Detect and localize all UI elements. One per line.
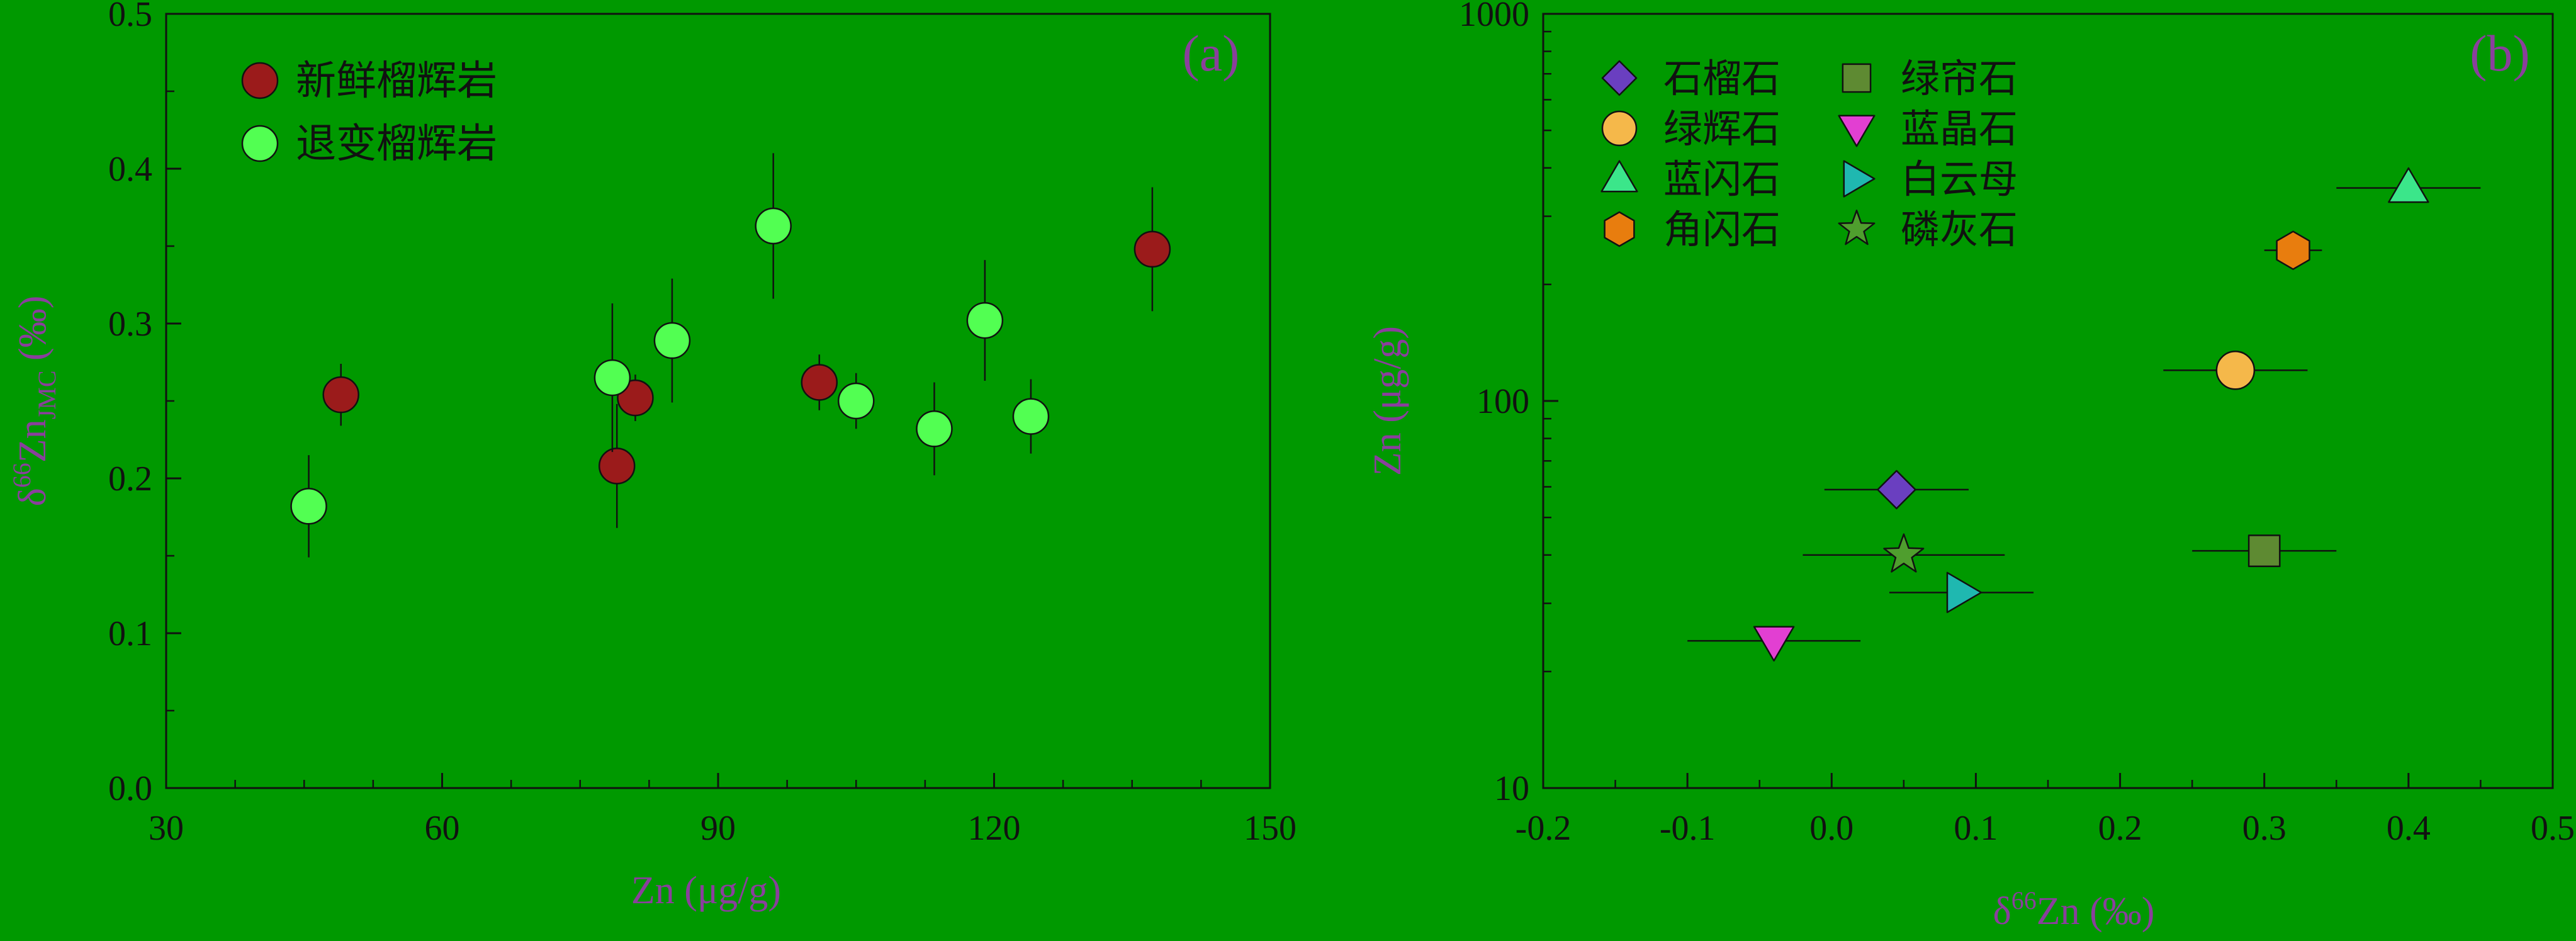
panel-a-x-axis-label: Zn (μg/g) bbox=[631, 869, 781, 912]
data-point bbox=[755, 207, 792, 245]
panel-b-series-6 bbox=[1687, 626, 1861, 662]
data-point bbox=[838, 382, 875, 420]
data-point bbox=[322, 376, 359, 414]
panel-b-y-tick-label: 10 bbox=[1494, 769, 1529, 808]
panel-a-y-tick-label: 0.0 bbox=[108, 769, 152, 808]
panel-b-series-3 bbox=[2336, 167, 2481, 203]
panel-b-x-tick-label: 0.5 bbox=[2531, 809, 2575, 848]
panel-a-x-tick-label: 30 bbox=[149, 809, 184, 848]
legend-label: 退变榴辉岩 bbox=[296, 121, 497, 167]
panel-b-x-tick-label: 0.4 bbox=[2387, 809, 2431, 848]
data-point-triangle-down bbox=[1753, 626, 1795, 662]
legend-marker-diamond bbox=[1601, 60, 1638, 96]
data-point bbox=[290, 488, 327, 525]
legend-label: 磷灰石 bbox=[1901, 206, 2018, 252]
y-label-subscript: JMC bbox=[33, 370, 61, 419]
legend-marker-triangle-up bbox=[1600, 160, 1638, 193]
legend-marker-triangle-down bbox=[1838, 115, 1876, 147]
data-point-triangle-up bbox=[2388, 167, 2429, 203]
data-point bbox=[653, 322, 691, 359]
y-label-element: Zn bbox=[11, 419, 54, 463]
legend-label: 角闪石 bbox=[1663, 206, 1780, 252]
legend-marker-hexagon bbox=[1604, 211, 1635, 247]
data-point bbox=[966, 301, 1004, 339]
panel-b-y-tick-label: 1000 bbox=[1459, 0, 1529, 34]
data-point-hexagon bbox=[2276, 230, 2310, 270]
panel-a-x-tick-label: 60 bbox=[425, 809, 460, 848]
data-point bbox=[593, 359, 631, 397]
panel-a-x-tick-label: 90 bbox=[700, 809, 736, 848]
panel-a-series-1 bbox=[322, 187, 1171, 528]
legend-label: 石榴石 bbox=[1663, 55, 1780, 101]
panel-a-y-tick-label: 0.2 bbox=[108, 459, 152, 499]
legend-label: 蓝闪石 bbox=[1663, 156, 1780, 202]
data-point-triangle-right bbox=[1946, 572, 1983, 614]
panel-b-label: (b) bbox=[2470, 25, 2530, 82]
x-label-mass: 66 bbox=[2011, 886, 2037, 915]
panel-b-series-7 bbox=[1889, 572, 2034, 614]
panel-b-x-tick-label: 0.1 bbox=[1954, 809, 1998, 848]
panel-b-x-tick-label: -0.1 bbox=[1660, 809, 1716, 848]
panel-b-series-4 bbox=[2264, 230, 2322, 270]
legend-marker-circle bbox=[241, 62, 279, 99]
panel-b-y-tick-label: 100 bbox=[1476, 382, 1529, 421]
panel-a-y-tick-label: 0.5 bbox=[108, 0, 152, 34]
panel-b-x-tick-label: 0.0 bbox=[1809, 809, 1853, 848]
panel-a-y-tick-label: 0.1 bbox=[108, 614, 152, 653]
data-point-star bbox=[1883, 533, 1925, 573]
panel-a-series-2 bbox=[290, 153, 1050, 558]
y-label-unit: (‰) bbox=[11, 296, 54, 371]
panel-b-series-1 bbox=[1824, 470, 1969, 510]
legend-label: 白云母 bbox=[1901, 156, 2018, 202]
legend-label: 绿帘石 bbox=[1901, 55, 2018, 101]
y-label-delta: δ bbox=[11, 488, 54, 506]
panel-b-series-8 bbox=[1803, 533, 2005, 573]
panel-b-x-tick-label: 0.2 bbox=[2098, 809, 2142, 848]
legend-marker-circle bbox=[241, 125, 279, 162]
panel-a-y-tick-label: 0.3 bbox=[108, 305, 152, 344]
panel-b-x-tick-label: 0.3 bbox=[2242, 809, 2286, 848]
x-label-unit: (‰) bbox=[2080, 890, 2155, 933]
data-point bbox=[1133, 230, 1171, 268]
data-point-diamond bbox=[1877, 470, 1916, 510]
y-label-mass: 66 bbox=[8, 463, 36, 488]
data-point bbox=[801, 364, 838, 401]
panel-b-x-tick-label: -0.2 bbox=[1516, 809, 1572, 848]
legend-label: 蓝晶石 bbox=[1901, 106, 2018, 152]
panel-a-x-tick-label: 150 bbox=[1244, 809, 1296, 848]
data-point bbox=[916, 410, 953, 448]
data-point-circle bbox=[2215, 351, 2256, 390]
panel-b-x-axis-label: δ66Zn (‰) bbox=[1993, 886, 2155, 933]
panel-b-axes: -0.2 -0.1 0.0 0.1 0.2 0.3 0.4 0.5 10 100 1000 bbox=[1459, 0, 2575, 848]
panel-a-label: (a) bbox=[1182, 25, 1239, 82]
data-point bbox=[1012, 398, 1050, 435]
legend-marker-circle bbox=[1601, 110, 1638, 147]
panel-a-x-tick-label: 120 bbox=[968, 809, 1021, 848]
data-point bbox=[598, 448, 636, 485]
legend-marker-triangle-right bbox=[1843, 160, 1876, 198]
panel-b-y-axis-label: Zn (μg/g) bbox=[1366, 326, 1409, 476]
legend-label: 绿辉石 bbox=[1663, 106, 1780, 152]
panel-a-y-tick-label: 0.4 bbox=[108, 150, 152, 189]
panel-b-series-5 bbox=[2192, 534, 2337, 567]
panel-a-marks bbox=[290, 153, 1171, 558]
x-label-delta: δ bbox=[1993, 890, 2011, 933]
data-point-square bbox=[2247, 534, 2281, 567]
panel-a-y-axis-label: δ66ZnJMC (‰) bbox=[8, 296, 61, 507]
legend-marker-star bbox=[1838, 210, 1876, 245]
panel-b-marks bbox=[1687, 167, 2481, 662]
panel-a: 30 60 90 120 150 0.0 0.1 0.2 0.3 0.4 0.5 (a) Zn (μ… bbox=[8, 0, 1296, 912]
svg-text:δ66ZnJMC (‰): δ66ZnJMC (‰) bbox=[8, 296, 61, 507]
x-label-element: Zn bbox=[2037, 890, 2080, 933]
panel-a-axes: 30 60 90 120 150 0.0 0.1 0.2 0.3 0.4 0.5 bbox=[108, 0, 1296, 848]
panel-b-series-2 bbox=[2163, 351, 2308, 390]
legend-marker-square bbox=[1842, 63, 1872, 93]
legend-label: 新鲜榴辉岩 bbox=[296, 58, 497, 104]
